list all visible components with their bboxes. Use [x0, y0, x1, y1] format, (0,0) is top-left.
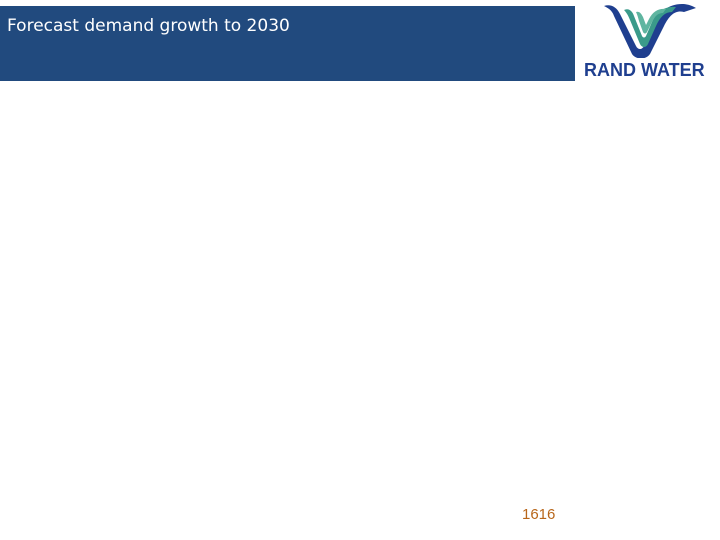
rand-water-logo: RAND WATER [582, 2, 718, 82]
slide-title: Forecast demand growth to 2030 [7, 16, 290, 36]
logo-text: RAND WATER [584, 60, 705, 80]
page-number: 1616 [522, 506, 556, 523]
rand-water-wave-logo-icon [604, 4, 696, 58]
slide-title-bar: Forecast demand growth to 2030 [0, 6, 575, 81]
